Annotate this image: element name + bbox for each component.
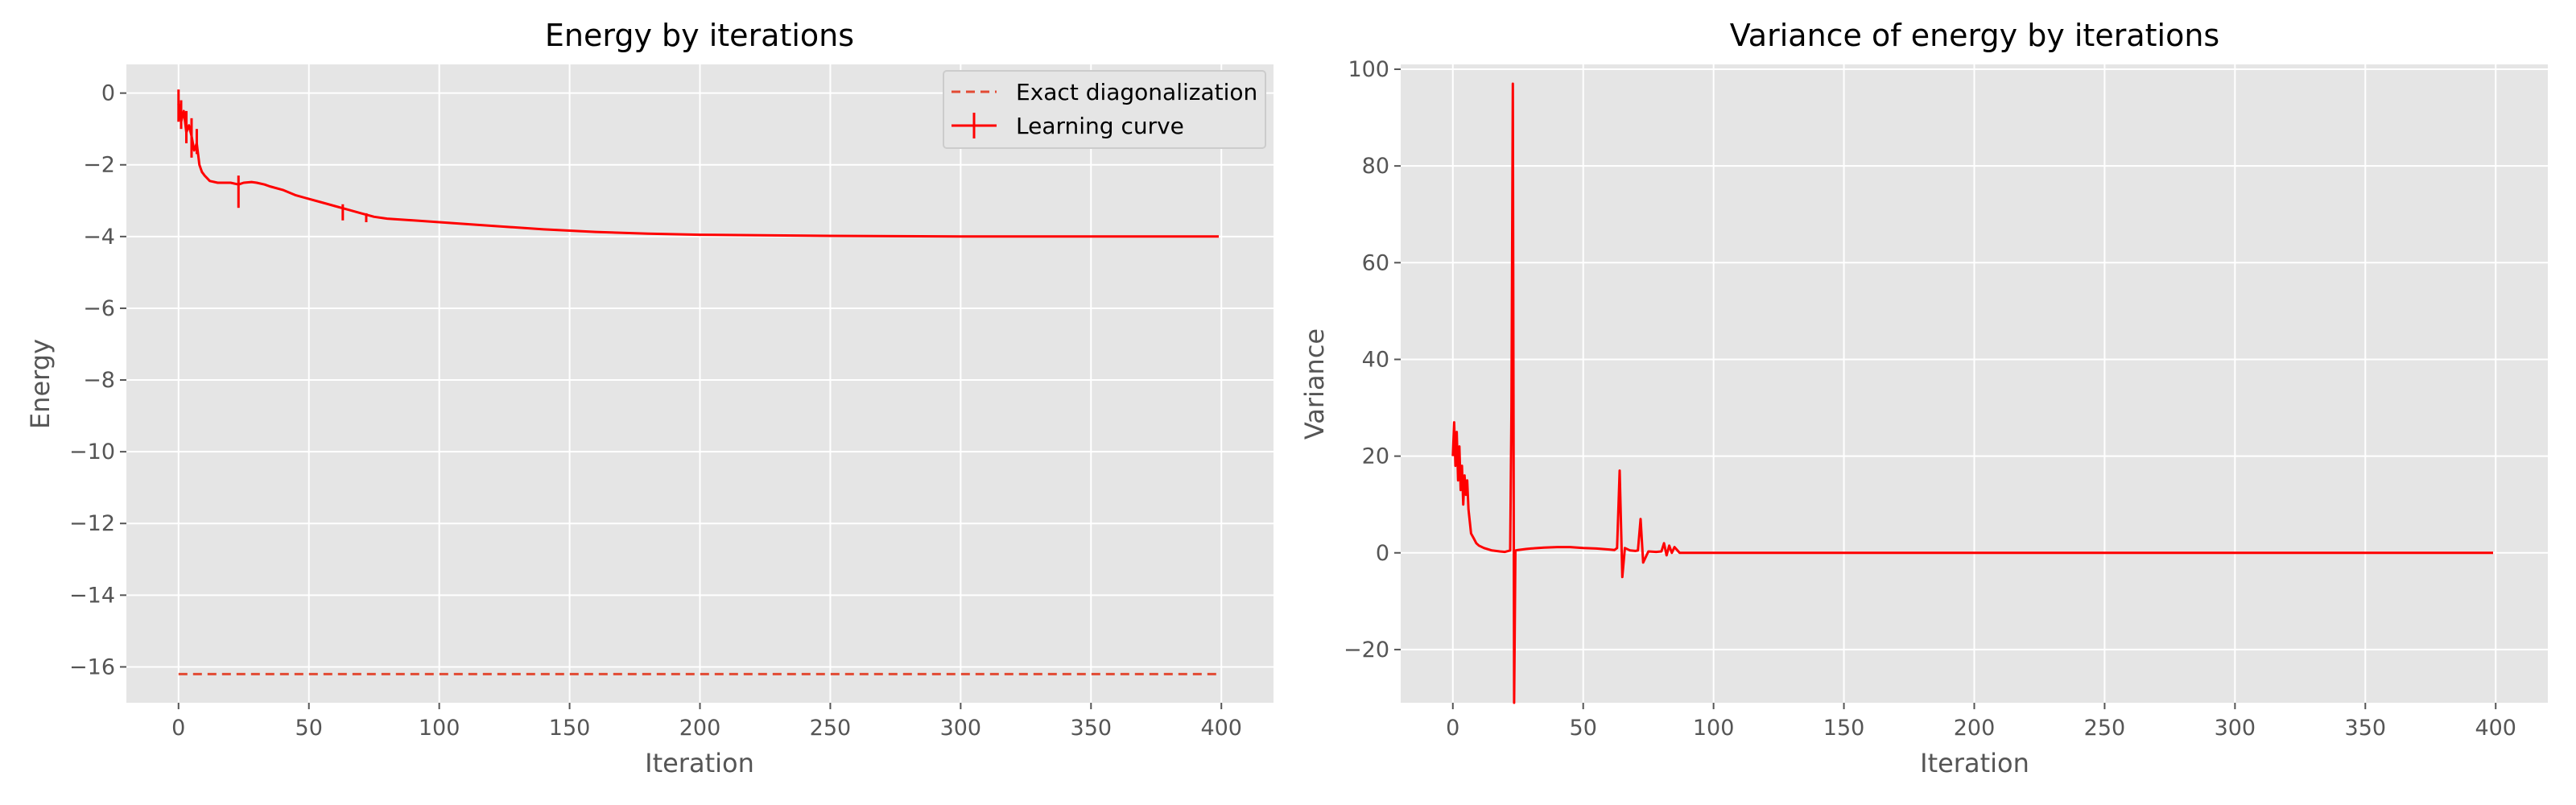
energy-x-tick-label: 300 (940, 716, 982, 741)
energy-y-tick-label: −6 (83, 296, 115, 321)
variance-y-axis-label: Variance (1299, 328, 1330, 440)
variance-y-tick-label: 80 (1362, 154, 1389, 179)
energy-x-tick-label: 50 (295, 716, 323, 741)
variance-x-tick-label: 50 (1570, 716, 1597, 741)
energy-ticks: 0 50 100 150 200 250 300 350 400 0 −2 −4 −6 −8 −10 −12 −… (69, 81, 1242, 741)
variance-y-tick-label: 40 (1362, 347, 1389, 372)
energy-y-tick-label: 0 (101, 81, 115, 106)
energy-x-tick-label: 200 (679, 716, 721, 741)
energy-chart-title: Energy by iterations (545, 18, 854, 53)
variance-y-tick-label: 60 (1362, 250, 1389, 275)
energy-x-tick-label: 350 (1071, 716, 1113, 741)
variance-x-tick-label: 350 (2345, 716, 2387, 741)
legend-box (943, 70, 1266, 149)
energy-series (177, 89, 1219, 675)
variance-x-tick-label: 100 (1693, 716, 1735, 741)
energy-y-tick-label: −4 (83, 225, 115, 250)
legend-exact-label: Exact diagonalization (1016, 79, 1257, 105)
energy-y-axis-label: Energy (25, 339, 56, 429)
energy-x-tick-label: 150 (549, 716, 591, 741)
variance-y-tick-label: 0 (1376, 541, 1389, 566)
energy-y-tick-label: −12 (69, 511, 115, 536)
variance-series-line-0 (1451, 82, 2493, 704)
variance-chart: 0 50 100 150 200 250 300 350 400100806040200−20 … (1299, 18, 2548, 778)
energy-x-tick-label: 250 (810, 716, 852, 741)
energy-x-axis-label: Iteration (645, 748, 754, 778)
energy-x-tick-label: 400 (1200, 716, 1242, 741)
energy-x-tick-label: 100 (419, 716, 460, 741)
variance-x-axis-label: Iteration (1920, 748, 2029, 778)
energy-y-tick-label: −2 (83, 153, 115, 178)
variance-series (1451, 82, 2493, 704)
variance-x-tick-label: 0 (1446, 716, 1459, 741)
variance-y-tick-label: 100 (1348, 57, 1389, 82)
energy-x-tick-label: 0 (171, 716, 185, 741)
variance-x-tick-label: 250 (2084, 716, 2126, 741)
variance-x-tick-label: 300 (2215, 716, 2256, 741)
variance-y-tick-label: 20 (1362, 444, 1389, 469)
variance-chart-title: Variance of energy by iterations (1730, 18, 2219, 53)
energy-y-tick-label: −8 (83, 368, 115, 393)
energy-legend: Exact diagonalization Learning curve (943, 70, 1266, 149)
energy-y-tick-label: −10 (69, 440, 115, 464)
variance-x-tick-label: 400 (2475, 716, 2516, 741)
energy-y-tick-label: −14 (69, 583, 115, 608)
energy-chart: 0 50 100 150 200 250 300 350 400 0 −2 −4 −6 −8 −10 −12 −… (25, 18, 1274, 778)
variance-x-tick-label: 200 (1954, 716, 1996, 741)
variance-x-tick-label: 150 (1823, 716, 1865, 741)
legend-learning-label: Learning curve (1016, 113, 1184, 139)
variance-y-tick-label: −20 (1344, 638, 1389, 663)
energy-y-tick-label: −16 (69, 654, 115, 679)
